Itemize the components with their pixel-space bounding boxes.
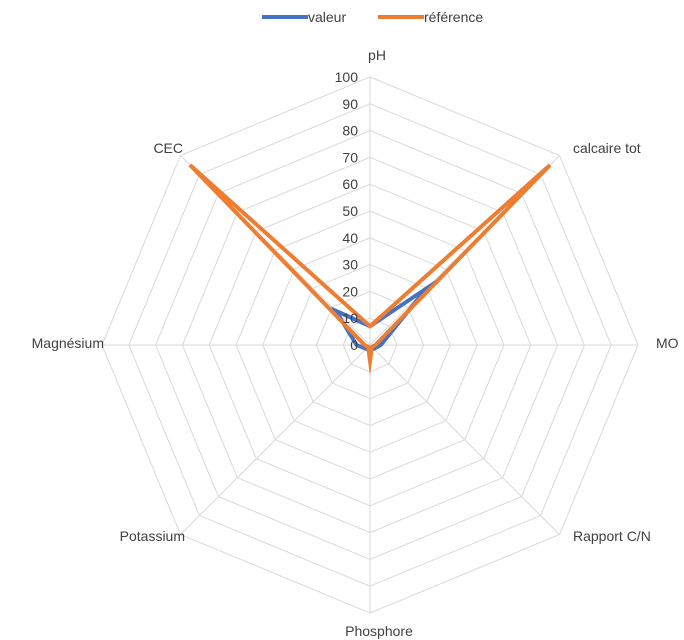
tick-label: 40 [342,230,358,246]
category-label: Magnésium [32,335,104,351]
tick-label: 50 [342,203,358,219]
radar-series [188,163,552,377]
category-label: Rapport C/N [573,528,651,544]
legend: valeur référence [262,9,483,25]
tick-label: 0 [350,337,358,353]
spoke-5 [180,344,371,535]
tick-label: 100 [335,69,359,85]
category-label: calcaire tot [573,140,641,156]
spoke-3 [369,344,560,535]
radial-ticks: 0 10 20 30 40 50 60 70 80 90 100 [335,69,359,353]
category-label: pH [368,47,386,63]
legend-label-2: référence [424,9,483,25]
tick-label: 30 [342,257,358,273]
category-label: Phosphore [345,623,413,639]
legend-label-1: valeur [308,9,346,25]
tick-label: 90 [342,96,358,112]
series-line-2 [188,163,552,377]
tick-label: 80 [342,123,358,139]
category-label: MO [656,335,679,351]
tick-label: 20 [342,283,358,299]
category-label: Potassium [120,528,185,544]
tick-label: 60 [342,176,358,192]
category-label: CEC [153,140,183,156]
tick-label: 70 [342,149,358,165]
category-labels: pH calcaire tot MO Rapport C/N Phosphore Pota… [32,47,679,639]
tick-label: 10 [342,310,358,326]
